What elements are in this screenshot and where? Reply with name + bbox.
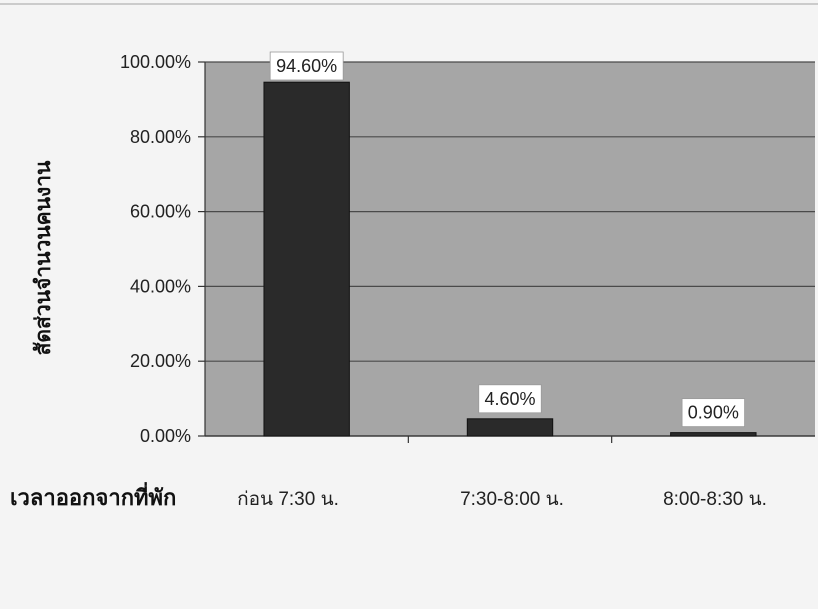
y-axis-title: สัดส่วนจำนวนคนงาน: [32, 160, 55, 355]
y-axis-tick-labels: 0.00% 20.00% 40.00% 60.00% 80.00% 100.00%: [120, 52, 191, 446]
y-tick-label: 80.00%: [130, 127, 191, 147]
bars: [263, 81, 757, 437]
data-labels: 94.60% 4.60% 0.90%: [269, 51, 745, 428]
x-axis-title: เวลาออกจากที่พัก: [10, 481, 176, 510]
x-tick-label: 7:30-8:00 น.: [460, 489, 564, 510]
data-label-box: [681, 398, 745, 428]
y-tick-label: 40.00%: [130, 276, 191, 296]
x-tick-label: ก่อน 7:30 น.: [237, 489, 339, 510]
data-label: 94.60%: [276, 56, 337, 76]
bar: [466, 418, 554, 437]
y-tick-label: 20.00%: [130, 351, 191, 371]
y-tick-label: 60.00%: [130, 202, 191, 222]
data-label-box: [269, 51, 344, 81]
bar: [263, 81, 350, 437]
bar: [670, 432, 757, 437]
data-label: 4.60%: [484, 389, 535, 409]
y-tick-label: 100.00%: [120, 52, 191, 72]
data-label-box: [478, 384, 542, 414]
y-tick-label: 0.00%: [140, 426, 191, 446]
x-tick-label: 8:00-8:30 น.: [663, 489, 767, 510]
data-label: 0.90%: [688, 403, 739, 423]
x-axis-tick-labels: ก่อน 7:30 น. 7:30-8:00 น. 8:00-8:30 น.: [237, 489, 767, 510]
